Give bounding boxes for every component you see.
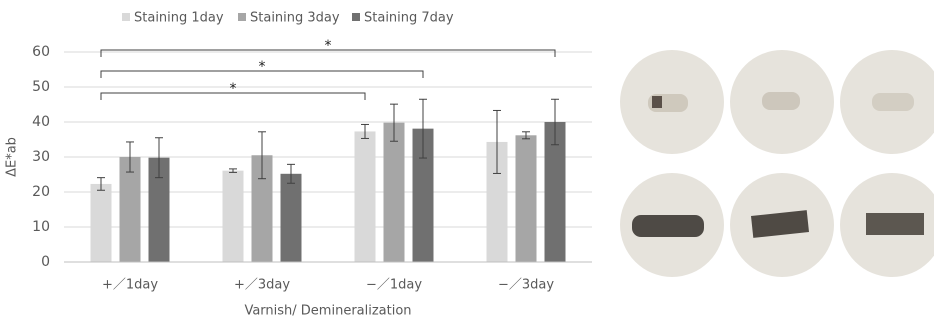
x-tick-label: −／3day <box>498 278 554 293</box>
stain <box>762 92 800 110</box>
y-tick-label: 20 <box>32 184 50 200</box>
stain <box>872 93 914 111</box>
stain <box>652 96 662 108</box>
y-tick-label: 60 <box>32 44 50 60</box>
x-axis-title: Varnish/ Demineralization <box>244 304 411 319</box>
figure: ΔE*ab Varnish/ Demineralization 0 10 20 30 4… <box>0 0 934 320</box>
legend-label: Staining 1day <box>134 11 224 26</box>
stain <box>866 213 924 235</box>
legend-swatch <box>122 13 130 21</box>
specimen-photos <box>620 50 934 277</box>
y-tick-label: 0 <box>41 254 50 270</box>
significance-label: * <box>259 59 266 75</box>
bar <box>384 123 405 262</box>
bar <box>355 131 376 262</box>
bar <box>120 157 141 262</box>
y-tick-label: 10 <box>32 219 50 235</box>
legend-label: Staining 3day <box>250 11 340 26</box>
y-tick-label: 50 <box>32 79 50 95</box>
bar <box>223 171 244 262</box>
y-tick-label: 40 <box>32 114 50 130</box>
significance-label: * <box>325 38 332 54</box>
legend-label: Staining 7day <box>364 11 454 26</box>
y-tick-label: 30 <box>32 149 50 165</box>
significance-label: * <box>230 81 237 97</box>
y-axis-title: ΔE*ab <box>5 137 20 177</box>
bar <box>516 135 537 262</box>
legend-swatch <box>238 13 246 21</box>
stain <box>632 215 704 237</box>
x-tick-label: +／1day <box>102 278 158 293</box>
bar <box>281 174 302 262</box>
bar <box>91 184 112 262</box>
legend-swatch <box>352 13 360 21</box>
x-tick-label: −／1day <box>366 278 422 293</box>
x-tick-label: +／3day <box>234 278 290 293</box>
